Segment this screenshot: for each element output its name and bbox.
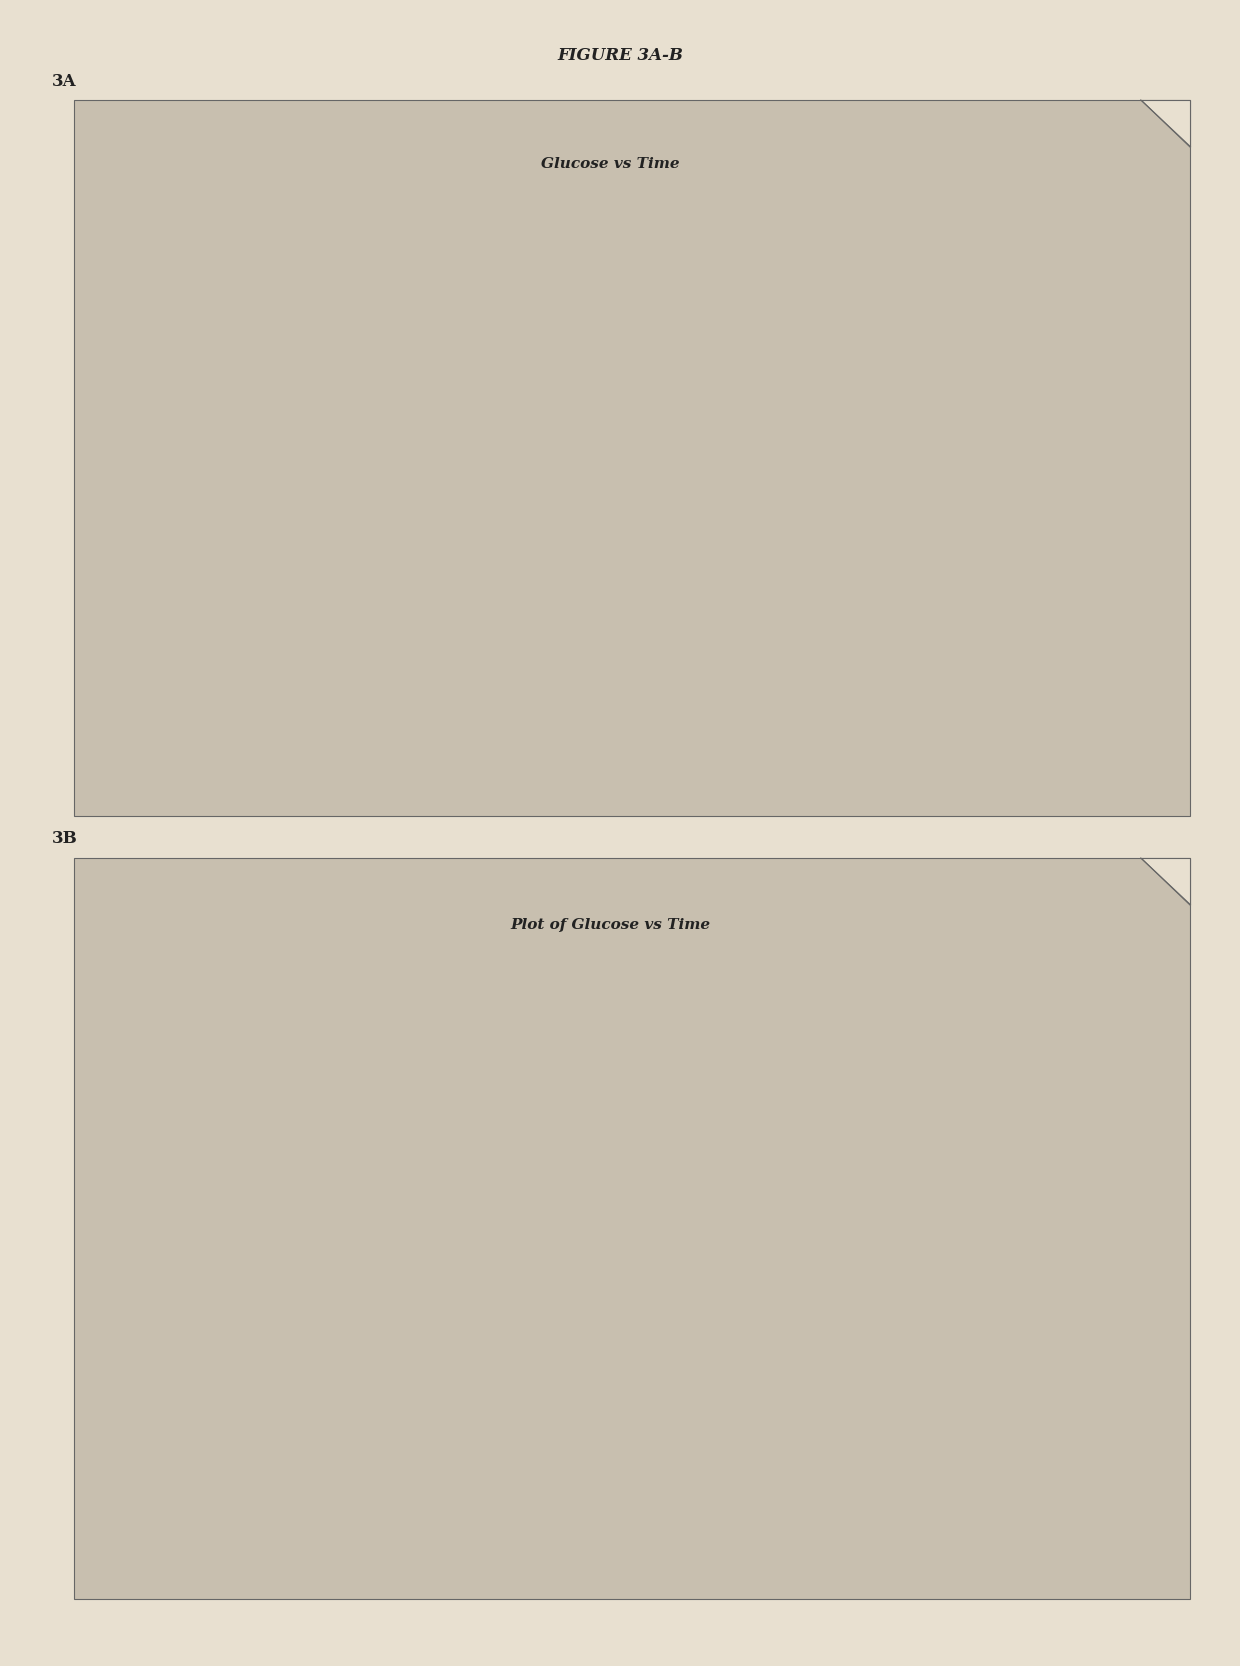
Text: Plot of Glucose vs Time: Plot of Glucose vs Time (510, 918, 711, 931)
X-axis label: Time: Time (660, 748, 696, 761)
Text: 3A: 3A (52, 73, 77, 90)
Text: FIGURE 3A-B: FIGURE 3A-B (557, 47, 683, 63)
Y-axis label: Glucose: Glucose (133, 1225, 145, 1274)
X-axis label: Time: Time (660, 1531, 696, 1544)
Text: Glucose vs Time: Glucose vs Time (541, 157, 680, 172)
Text: 3B: 3B (52, 830, 78, 846)
Y-axis label: Glucose: Glucose (133, 451, 145, 501)
